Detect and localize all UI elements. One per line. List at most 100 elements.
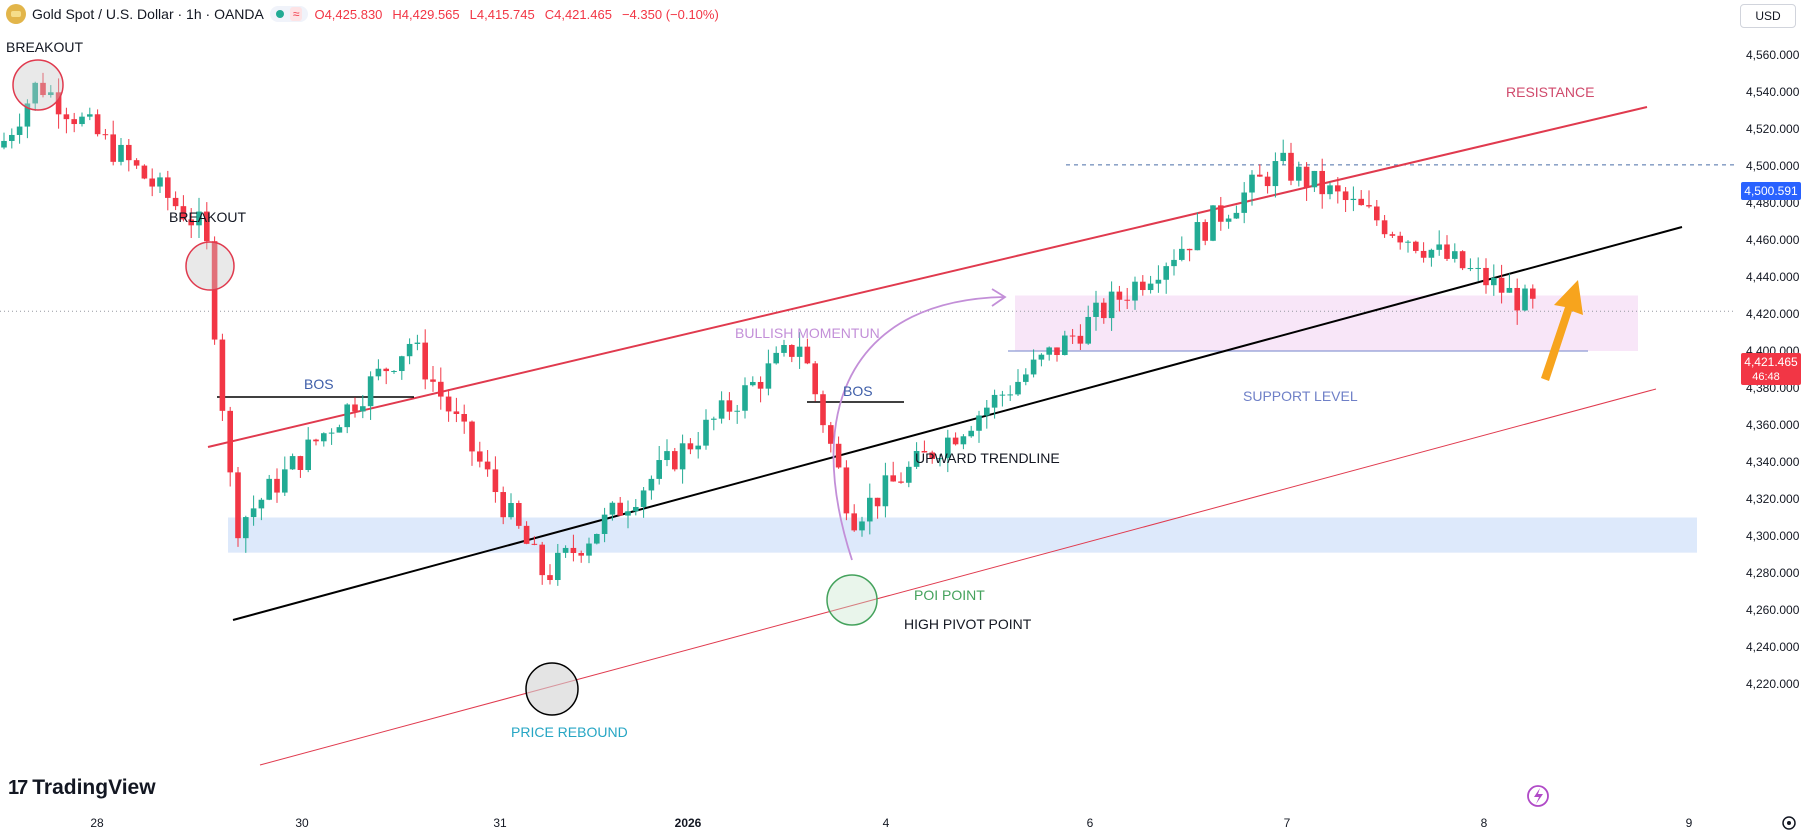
resistance-label: RESISTANCE bbox=[1506, 84, 1594, 100]
candle-body bbox=[235, 472, 241, 539]
candle bbox=[1085, 305, 1091, 345]
candle-body bbox=[867, 497, 873, 522]
candle-body bbox=[1257, 174, 1263, 177]
candle bbox=[555, 543, 561, 586]
candle bbox=[874, 497, 881, 519]
candle bbox=[422, 329, 428, 390]
candle-body bbox=[94, 114, 101, 135]
candle-body bbox=[781, 344, 787, 353]
candle bbox=[399, 355, 405, 380]
candle-body bbox=[1272, 161, 1279, 187]
countdown-badge-text: 46:48 bbox=[1752, 371, 1780, 383]
candle bbox=[40, 72, 46, 98]
candle bbox=[391, 369, 397, 374]
candle-body bbox=[297, 456, 304, 470]
candle bbox=[539, 541, 545, 585]
candle-body bbox=[1124, 299, 1130, 301]
candle-body bbox=[1085, 316, 1091, 344]
candle-body bbox=[1389, 234, 1396, 236]
tradingview-wordmark: TradingView bbox=[32, 776, 156, 799]
candle-body bbox=[40, 82, 46, 96]
tradingview-logo[interactable]: 17 TradingView bbox=[8, 776, 156, 800]
candle-body bbox=[882, 475, 889, 507]
candle-body bbox=[274, 478, 280, 493]
x-tick-label: 4 bbox=[883, 816, 890, 830]
lower-channel-line[interactable] bbox=[259, 388, 1657, 766]
candle-body bbox=[516, 503, 522, 526]
candle-body bbox=[711, 418, 717, 420]
candle-body bbox=[204, 211, 210, 242]
y-tick-label: 4,340.000 bbox=[1746, 455, 1800, 469]
candle-body bbox=[188, 219, 194, 226]
currency-selector[interactable]: USD bbox=[1740, 4, 1796, 28]
candle bbox=[1241, 182, 1247, 224]
candle bbox=[235, 467, 241, 547]
candle bbox=[750, 376, 756, 387]
candle-body bbox=[874, 497, 881, 507]
candle bbox=[55, 78, 62, 129]
candle bbox=[149, 168, 155, 197]
candle bbox=[24, 99, 31, 139]
candle bbox=[586, 537, 592, 564]
lightning-icon[interactable] bbox=[1527, 785, 1549, 807]
candle bbox=[1475, 257, 1481, 281]
candle-body bbox=[180, 206, 187, 220]
candle-body bbox=[640, 490, 647, 507]
candle bbox=[976, 410, 982, 443]
candle bbox=[1218, 196, 1224, 231]
candle-body bbox=[960, 436, 967, 445]
candle bbox=[32, 81, 38, 111]
candle bbox=[1, 132, 7, 150]
candle-body bbox=[477, 451, 483, 462]
candle-body bbox=[1233, 212, 1240, 219]
candle bbox=[570, 534, 577, 562]
candle bbox=[258, 497, 265, 521]
open-value: O4,425.830 bbox=[314, 6, 383, 22]
y-tick-label: 4,320.000 bbox=[1746, 492, 1800, 506]
candle-body bbox=[1155, 279, 1162, 284]
candle bbox=[1366, 190, 1372, 209]
candle-body bbox=[1428, 249, 1435, 258]
settings-gear-icon[interactable] bbox=[1782, 816, 1796, 830]
candle bbox=[703, 409, 709, 450]
candle-body bbox=[133, 160, 140, 166]
candle-body bbox=[1358, 198, 1364, 206]
candle bbox=[344, 403, 350, 434]
candle bbox=[1249, 170, 1255, 206]
candle-body bbox=[1194, 222, 1201, 251]
candle bbox=[1069, 328, 1076, 344]
y-tick-label: 4,420.000 bbox=[1746, 307, 1800, 321]
time-axis[interactable]: 28 30 31 2026 4 6 7 8 9 bbox=[90, 816, 1692, 830]
resistance-line[interactable] bbox=[207, 106, 1648, 448]
market-status-pill[interactable]: ≈ bbox=[269, 6, 309, 22]
candle-body bbox=[282, 469, 288, 493]
candle-body bbox=[1522, 288, 1528, 311]
upward-trendline[interactable] bbox=[232, 226, 1683, 621]
candle-body bbox=[523, 525, 530, 544]
candle bbox=[438, 367, 444, 410]
candle-body bbox=[438, 381, 444, 397]
candle-body bbox=[1054, 347, 1060, 356]
candle bbox=[430, 366, 436, 392]
candle bbox=[16, 113, 23, 144]
candle-body bbox=[859, 521, 865, 531]
close-value: C4,421.465 bbox=[544, 6, 612, 22]
candle-body bbox=[1007, 394, 1013, 396]
candle bbox=[71, 112, 77, 133]
candle-body bbox=[48, 92, 54, 96]
candle bbox=[1140, 275, 1146, 296]
candle-body bbox=[1, 140, 7, 148]
candle-body bbox=[1296, 166, 1302, 181]
symbol-title[interactable]: Gold Spot / U.S. Dollar · 1h · OANDA bbox=[32, 6, 264, 22]
candle bbox=[133, 158, 140, 169]
candle-body bbox=[796, 346, 803, 357]
candle-body bbox=[157, 177, 163, 187]
candle bbox=[406, 338, 413, 365]
current-price-badge-text: 4,421.465 bbox=[1744, 355, 1798, 369]
candle bbox=[656, 445, 662, 485]
candle-body bbox=[1023, 374, 1029, 382]
candle-body bbox=[484, 461, 491, 470]
candle-body bbox=[1405, 241, 1411, 243]
candle-body bbox=[1264, 176, 1271, 187]
